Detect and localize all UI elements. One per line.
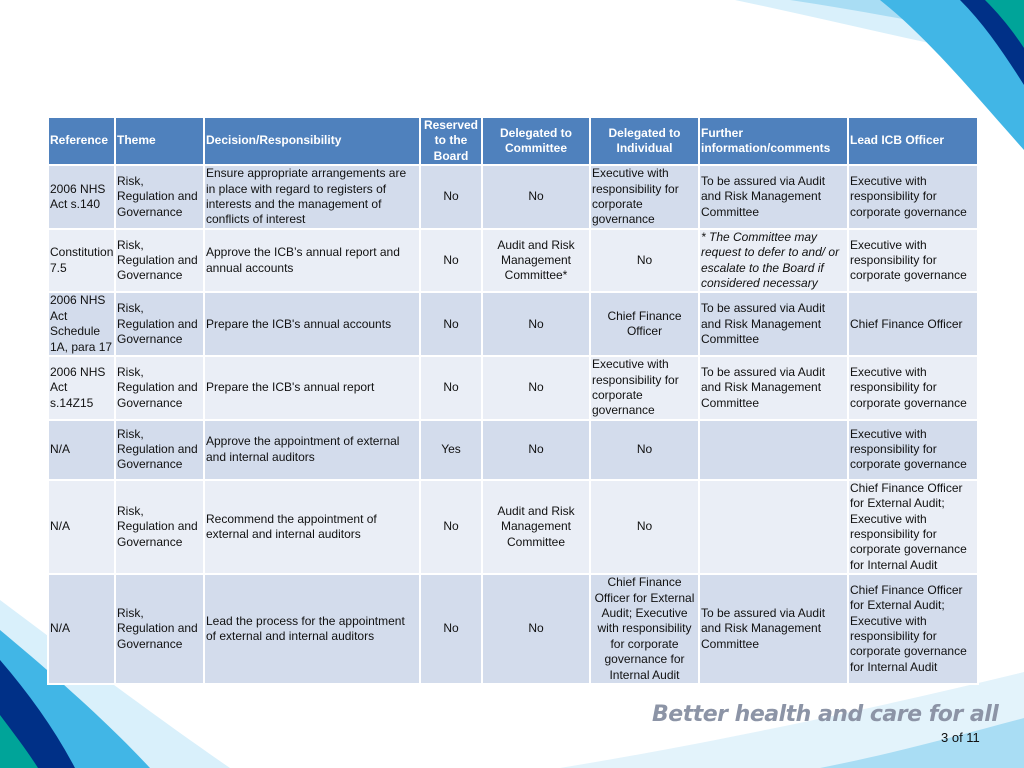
table-row: N/A Risk, Regulation and Governance Lead… (47, 573, 979, 685)
cell-decision: Prepare the ICB's annual accounts (203, 291, 421, 358)
cell-reference: 2006 NHS Act s.14Z15 (47, 355, 116, 421)
cell-decision: Recommend the appointment of external an… (203, 478, 421, 576)
header-reference: Reference (47, 115, 116, 167)
cell-delegated-individual: No (589, 227, 700, 294)
cell-reference: 2006 NHS Act s.140 (47, 164, 116, 230)
cell-delegated-individual: No (589, 478, 700, 576)
cell-lead-officer: Chief Finance Officer for External Audit… (847, 478, 979, 576)
cell-delegated-individual: Executive with responsibility for corpor… (589, 164, 700, 230)
cell-further-info: To be assured via Audit and Risk Managem… (698, 291, 849, 358)
cell-reserved: No (419, 355, 483, 421)
header-theme: Theme (114, 115, 205, 167)
cell-decision: Ensure appropriate arrangements are in p… (203, 164, 421, 230)
cell-delegated-individual: No (589, 418, 700, 481)
cell-further-info: To be assured via Audit and Risk Managem… (698, 164, 849, 230)
cell-theme: Risk, Regulation and Governance (114, 291, 205, 358)
cell-decision: Approve the ICB’s annual report and annu… (203, 227, 421, 294)
table-row: 2006 NHS Act Schedule 1A, para 17 Risk, … (47, 291, 979, 358)
header-further-info: Further information/comments (698, 115, 849, 167)
cell-reserved: No (419, 478, 483, 576)
cell-lead-officer: Executive with responsibility for corpor… (847, 355, 979, 421)
cell-theme: Risk, Regulation and Governance (114, 164, 205, 230)
cell-delegated-committee: No (481, 573, 591, 685)
table-row: Constitution 7.5 Risk, Regulation and Go… (47, 227, 979, 294)
cell-theme: Risk, Regulation and Governance (114, 573, 205, 685)
header-delegated-individual: Delegated to Individual (589, 115, 700, 167)
cell-delegated-individual: Chief Finance Officer (589, 291, 700, 358)
table-row: 2006 NHS Act s.140 Risk, Regulation and … (47, 164, 979, 230)
cell-reference: N/A (47, 573, 116, 685)
cell-delegated-committee: No (481, 164, 591, 230)
cell-delegated-committee: No (481, 418, 591, 481)
cell-delegated-committee: Audit and Risk Management Committee* (481, 227, 591, 294)
cell-reference: N/A (47, 478, 116, 576)
cell-lead-officer: Chief Finance Officer for External Audit… (847, 573, 979, 685)
cell-lead-officer: Executive with responsibility for corpor… (847, 227, 979, 294)
cell-decision: Approve the appointment of external and … (203, 418, 421, 481)
cell-delegated-committee: No (481, 291, 591, 358)
cell-theme: Risk, Regulation and Governance (114, 478, 205, 576)
cell-reserved: No (419, 291, 483, 358)
brand-tagline: Better health and care for all (652, 702, 999, 727)
cell-further-info: To be assured via Audit and Risk Managem… (698, 355, 849, 421)
cell-lead-officer: Chief Finance Officer (847, 291, 979, 358)
cell-reference: 2006 NHS Act Schedule 1A, para 17 (47, 291, 116, 358)
cell-reserved: Yes (419, 418, 483, 481)
cell-delegated-individual: Chief Finance Officer for External Audit… (589, 573, 700, 685)
cell-lead-officer: Executive with responsibility for corpor… (847, 164, 979, 230)
header-lead-officer: Lead ICB Officer (847, 115, 979, 167)
header-delegated-committee: Delegated to Committee (481, 115, 591, 167)
cell-lead-officer: Executive with responsibility for corpor… (847, 418, 979, 481)
cell-theme: Risk, Regulation and Governance (114, 418, 205, 481)
cell-delegated-individual: Executive with responsibility for corpor… (589, 355, 700, 421)
cell-reserved: No (419, 227, 483, 294)
table-row: 2006 NHS Act s.14Z15 Risk, Regulation an… (47, 355, 979, 421)
cell-reference: N/A (47, 418, 116, 481)
cell-further-info (698, 418, 849, 481)
delegation-table: Reference Theme Decision/Responsibility … (47, 115, 979, 685)
table-row: N/A Risk, Regulation and Governance Appr… (47, 418, 979, 481)
table-header-row: Reference Theme Decision/Responsibility … (47, 115, 979, 167)
cell-reserved: No (419, 573, 483, 685)
cell-reserved: No (419, 164, 483, 230)
cell-decision: Prepare the ICB's annual report (203, 355, 421, 421)
cell-further-info: To be assured via Audit and Risk Managem… (698, 573, 849, 685)
cell-theme: Risk, Regulation and Governance (114, 227, 205, 294)
cell-delegated-committee: Audit and Risk Management Committee (481, 478, 591, 576)
page-number: 3 of 11 (941, 730, 980, 745)
cell-delegated-committee: No (481, 355, 591, 421)
header-reserved: Reserved to the Board (419, 115, 483, 167)
cell-further-info: * The Committee may request to defer to … (698, 227, 849, 294)
cell-decision: Lead the process for the appointment of … (203, 573, 421, 685)
header-decision: Decision/Responsibility (203, 115, 421, 167)
cell-reference: Constitution 7.5 (47, 227, 116, 294)
cell-theme: Risk, Regulation and Governance (114, 355, 205, 421)
cell-further-info (698, 478, 849, 576)
table-row: N/A Risk, Regulation and Governance Reco… (47, 478, 979, 576)
